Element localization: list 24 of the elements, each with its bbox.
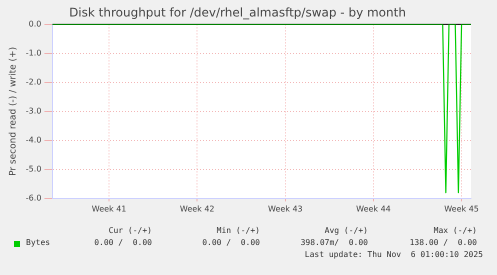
text: Last update: Thu Nov 6 01:00:10 2025 xyxy=(304,250,483,259)
text: 0.00 / 0.00 xyxy=(93,238,152,247)
x-tick-label: Week 41 xyxy=(92,204,126,214)
y-tick-label: -6.0 xyxy=(26,193,42,202)
y-tick-label: -1.0 xyxy=(26,48,42,58)
y-tick-label: -5.0 xyxy=(26,164,42,174)
chart-title: Disk throughput for /dev/rhel_almasftp/swap - by month xyxy=(69,5,406,20)
text: Max (-/+) xyxy=(432,226,477,235)
legend-label: Bytes xyxy=(26,238,50,247)
text: Cur (-/+) xyxy=(108,226,152,235)
x-tick-label: Week 43 xyxy=(268,204,303,214)
text: 398.07m/ 0.00 xyxy=(300,238,368,247)
y-tick-label: 0.0 xyxy=(28,19,42,28)
text: 0.00 / 0.00 xyxy=(201,238,260,247)
x-tick-label: Week 45 xyxy=(444,204,479,214)
x-tick-label: Week 44 xyxy=(356,204,391,214)
x-tick-label: Week 42 xyxy=(180,204,215,214)
text: Avg (-/+) xyxy=(324,226,368,235)
y-tick-label: -3.0 xyxy=(26,106,42,116)
y-tick-label: -2.0 xyxy=(26,77,42,86)
y-tick-label: -4.0 xyxy=(26,135,42,144)
text: 138.00 / 0.00 xyxy=(408,238,477,247)
y-axis-title: Pr second read (-) / write (+) xyxy=(8,46,19,176)
text: Min (-/+) xyxy=(216,226,260,235)
